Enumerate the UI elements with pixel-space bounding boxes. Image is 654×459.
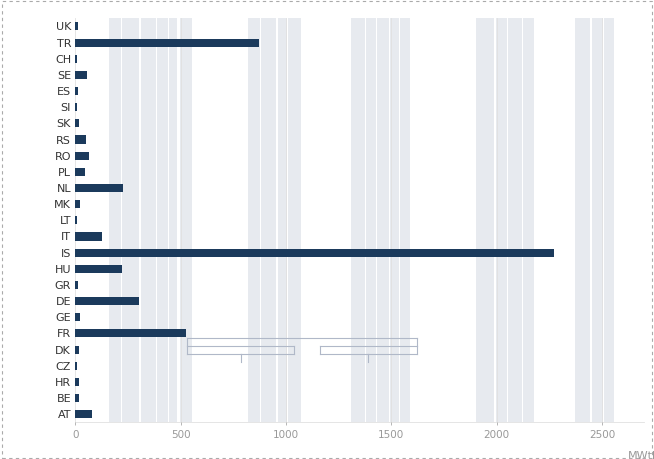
- Bar: [75, 168, 85, 176]
- Bar: [390, 18, 399, 422]
- Bar: [75, 184, 123, 192]
- Bar: [351, 18, 365, 422]
- Bar: [248, 18, 260, 422]
- Bar: [75, 22, 78, 30]
- Bar: [141, 18, 156, 422]
- Bar: [75, 87, 78, 95]
- Bar: [122, 18, 139, 422]
- Bar: [75, 216, 77, 224]
- Bar: [75, 71, 87, 79]
- Bar: [591, 18, 603, 422]
- Bar: [75, 297, 139, 305]
- Bar: [261, 18, 277, 422]
- Bar: [75, 232, 101, 241]
- Bar: [523, 18, 534, 422]
- Bar: [75, 55, 77, 63]
- Bar: [508, 18, 522, 422]
- X-axis label: MWth: MWth: [628, 451, 654, 459]
- Bar: [75, 281, 78, 289]
- Bar: [75, 119, 79, 128]
- Bar: [75, 330, 186, 337]
- Bar: [179, 18, 192, 422]
- Bar: [366, 18, 375, 422]
- Bar: [400, 18, 410, 422]
- Bar: [75, 346, 79, 353]
- Bar: [75, 135, 86, 144]
- Bar: [496, 18, 508, 422]
- Bar: [75, 394, 78, 402]
- Bar: [75, 249, 553, 257]
- Bar: [75, 378, 78, 386]
- Bar: [75, 410, 92, 418]
- Bar: [288, 18, 301, 422]
- Bar: [75, 39, 259, 47]
- Bar: [75, 265, 122, 273]
- Bar: [575, 18, 591, 422]
- Bar: [75, 313, 80, 321]
- Bar: [75, 103, 77, 111]
- Bar: [277, 18, 287, 422]
- Bar: [158, 18, 168, 422]
- Bar: [475, 18, 494, 422]
- Bar: [604, 18, 613, 422]
- Bar: [169, 18, 177, 422]
- Bar: [377, 18, 389, 422]
- Bar: [109, 18, 120, 422]
- Bar: [75, 362, 77, 370]
- Bar: [75, 151, 89, 160]
- Bar: [75, 200, 80, 208]
